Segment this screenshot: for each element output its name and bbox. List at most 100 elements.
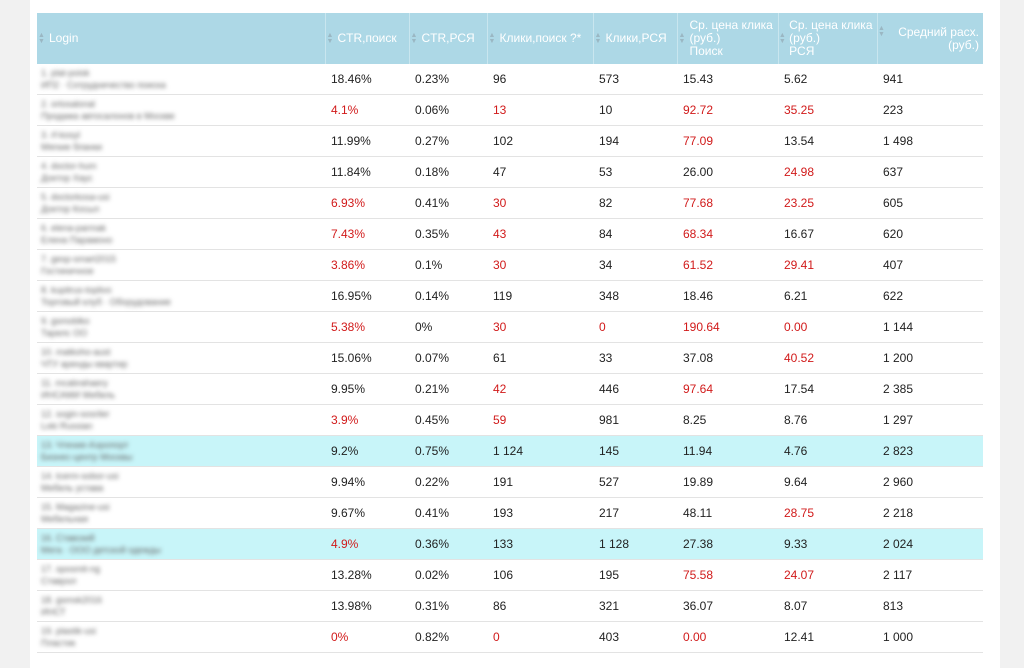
login-cell[interactable]: 6. elena-parmak Елена Парамоно bbox=[37, 218, 325, 250]
sort-icon[interactable]: ▲ ▼ bbox=[594, 31, 602, 45]
clicks-search-cell: 102 bbox=[487, 125, 593, 157]
table-row[interactable]: 5. doctorkosa-usi Доктор Косыл 6.93% 0.41% 3… bbox=[37, 187, 983, 219]
login-name: 9. gsmoblko bbox=[41, 316, 90, 326]
table-row[interactable]: 4. doctor-hum Доктор Хаус 11.84% 0.18% 47 53 2… bbox=[37, 156, 983, 188]
cpc-search-cell: 8.25 bbox=[677, 404, 778, 436]
login-cell[interactable]: 10. matkoho-aust ЧТУ аренды квартир bbox=[37, 342, 325, 374]
login-cell[interactable]: 8. kupitrus-toplivo Торговый клуб · Обору… bbox=[37, 280, 325, 312]
login-cell[interactable]: 12. sogin-sosriler Loki Russian bbox=[37, 404, 325, 436]
login-cell[interactable]: 1. plat-poisk ИП2 · Сотрудничество поиска bbox=[37, 64, 325, 95]
avg-spend-cell: 1 144 bbox=[877, 311, 983, 343]
login-description: Доктор Хаус bbox=[41, 173, 93, 183]
sort-icon[interactable]: ▲ ▼ bbox=[410, 31, 418, 45]
column-header-ctr-search[interactable]: ▲ ▼ CTR,поиск bbox=[325, 13, 410, 64]
sort-icon[interactable]: ▲ ▼ bbox=[878, 24, 885, 38]
login-description: Торговый клуб · Оборудование bbox=[41, 297, 171, 307]
clicks-rsya-cell: 1 128 bbox=[593, 528, 677, 560]
column-header-cpc-search[interactable]: ▲ ▼ Ср. цена клика (руб.) Поиск bbox=[677, 13, 779, 64]
avg-spend-cell: 407 bbox=[877, 249, 983, 281]
cpc-rsya-cell: 13.54 bbox=[778, 125, 877, 157]
column-header-login[interactable]: ▲ ▼ Login bbox=[37, 13, 326, 64]
login-cell[interactable]: 17. sposmit-ng Ставрол bbox=[37, 559, 325, 591]
table-row[interactable]: 14. tcerm-sobor-usi Мебель устава 9.94% 0.2… bbox=[37, 466, 983, 498]
column-header-ctr-rsya[interactable]: ▲ ▼ CTR,РСЯ bbox=[409, 13, 488, 64]
column-header-clicks-rsya[interactable]: ▲ ▼ Клики,РСЯ bbox=[593, 13, 678, 64]
login-cell[interactable]: 2. ortosalonal Продажа автосалонов в Моск… bbox=[37, 94, 325, 126]
ctr-rsya-cell: 0.82% bbox=[409, 621, 487, 653]
login-cell[interactable]: 18. gsmsk2016 ИНСТ bbox=[37, 590, 325, 622]
cpc-rsya-cell: 35.25 bbox=[778, 94, 877, 126]
table-row[interactable]: 8. kupitrus-toplivo Торговый клуб · Обору… bbox=[37, 280, 983, 312]
sort-icon[interactable]: ▲ ▼ bbox=[488, 31, 496, 45]
table-row[interactable]: 13. Чтение-Аэропорт Бизнес-центр Москвы 9.… bbox=[37, 435, 983, 467]
login-cell[interactable]: 4. doctor-hum Доктор Хаус bbox=[37, 156, 325, 188]
cpc-search-cell: 19.89 bbox=[677, 466, 778, 498]
sort-icon[interactable]: ▲ ▼ bbox=[678, 31, 686, 45]
table-row[interactable]: 16. Ставский Мега · ООО детской одежды 4.9… bbox=[37, 528, 983, 560]
clicks-rsya-cell: 348 bbox=[593, 280, 677, 312]
column-header-avg-spend[interactable]: ▲ ▼ Средний расх. (руб.) bbox=[877, 13, 983, 64]
table-row[interactable]: 10. matkoho-aust ЧТУ аренды квартир 15.06%… bbox=[37, 342, 983, 374]
ctr-rsya-cell: 0% bbox=[409, 311, 487, 343]
login-cell[interactable]: 19. plastik-usi Пластик bbox=[37, 621, 325, 653]
column-header-clicks-search[interactable]: ▲ ▼ Клики,поиск ?* bbox=[487, 13, 594, 64]
ctr-rsya-cell: 0.27% bbox=[409, 125, 487, 157]
login-cell[interactable]: 3. rf-kosyl Мягкие бланки bbox=[37, 125, 325, 157]
cpc-search-cell: 48.11 bbox=[677, 497, 778, 529]
ctr-search-cell: 9.95% bbox=[325, 373, 409, 405]
ctr-rsya-cell: 0.18% bbox=[409, 156, 487, 188]
login-description: Бизнес-центр Москвы bbox=[41, 452, 133, 462]
table-row[interactable]: 2. ortosalonal Продажа автосалонов в Моск… bbox=[37, 94, 983, 126]
login-cell[interactable]: 14. tcerm-sobor-usi Мебель устава bbox=[37, 466, 325, 498]
avg-spend-cell: 2 117 bbox=[877, 559, 983, 591]
cpc-rsya-cell: 0.00 bbox=[778, 311, 877, 343]
login-description: Тарелс ОО bbox=[41, 328, 88, 338]
sort-icon[interactable]: ▲ ▼ bbox=[38, 31, 45, 45]
table-row[interactable]: 6. elena-parmak Елена Парамоно 7.43% 0.35% 4… bbox=[37, 218, 983, 250]
login-cell[interactable]: 9. gsmoblko Тарелс ОО bbox=[37, 311, 325, 343]
header-line: Ср. цена клика bbox=[789, 18, 873, 32]
login-description: Мебель устава bbox=[41, 483, 104, 493]
cpc-rsya-cell: 8.07 bbox=[778, 590, 877, 622]
login-cell[interactable]: 16. Ставский Мега · ООО детской одежды bbox=[37, 528, 325, 560]
sort-icon[interactable]: ▲ ▼ bbox=[778, 31, 786, 45]
clicks-search-cell: 0 bbox=[487, 621, 593, 653]
cpc-rsya-cell: 5.62 bbox=[778, 64, 877, 95]
clicks-search-cell: 191 bbox=[487, 466, 593, 498]
login-cell[interactable]: 13. Чтение-Аэропорт Бизнес-центр Москвы bbox=[37, 435, 325, 467]
table-row[interactable]: 9. gsmoblko Тарелс ОО 5.38% 0% 30 0 190.64 0.00… bbox=[37, 311, 983, 343]
login-cell[interactable]: 5. doctorkosa-usi Доктор Косыл bbox=[37, 187, 325, 219]
sort-icon[interactable]: ▲ ▼ bbox=[326, 31, 334, 45]
login-cell[interactable]: 11. mcabrahaery ИНСАМИ Мебель bbox=[37, 373, 325, 405]
clicks-rsya-cell: 10 bbox=[593, 94, 677, 126]
table-row[interactable]: 3. rf-kosyl Мягкие бланки 11.99% 0.27% 102 19… bbox=[37, 125, 983, 157]
cpc-rsya-cell: 24.98 bbox=[778, 156, 877, 188]
ctr-rsya-cell: 0.31% bbox=[409, 590, 487, 622]
table-row[interactable]: 7. gesp-smart2015 Гостиничное 3.86% 0.1% 30 3… bbox=[37, 249, 983, 281]
cpc-rsya-cell: 6.21 bbox=[778, 280, 877, 312]
avg-spend-cell: 622 bbox=[877, 280, 983, 312]
table-row[interactable]: 1. plat-poisk ИП2 · Сотрудничество поиска… bbox=[37, 64, 983, 95]
column-header-cpc-rsya[interactable]: ▲ ▼ Ср. цена клика (руб.) РСЯ bbox=[778, 13, 878, 64]
login-cell[interactable]: 15. Magazine-usi Мебельная bbox=[37, 497, 325, 529]
login-name: 6. elena-parmak bbox=[41, 223, 107, 233]
login-name: 1. plat-poisk bbox=[41, 68, 90, 78]
login-name: 16. Ставский bbox=[41, 533, 95, 543]
table-row[interactable]: 11. mcabrahaery ИНСАМИ Мебель 9.95% 0.21% 42… bbox=[37, 373, 983, 405]
ctr-rsya-cell: 0.41% bbox=[409, 497, 487, 529]
header-line: (руб.) bbox=[789, 31, 821, 45]
avg-spend-cell: 1 000 bbox=[877, 621, 983, 653]
avg-spend-cell: 620 bbox=[877, 218, 983, 250]
header-line: Ср. цена клика bbox=[689, 18, 773, 32]
table-row[interactable]: 17. sposmit-ng Ставрол 13.28% 0.02% 106 195 75… bbox=[37, 559, 983, 591]
table-row[interactable]: 12. sogin-sosriler Loki Russian 3.9% 0.45% 5… bbox=[37, 404, 983, 436]
table-row[interactable]: 19. plastik-usi Пластик 0% 0.82% 0 403 0.00 12.… bbox=[37, 621, 983, 653]
clicks-search-cell: 43 bbox=[487, 218, 593, 250]
table-row[interactable]: 15. Magazine-usi Мебельная 9.67% 0.41% 193 21… bbox=[37, 497, 983, 529]
clicks-search-cell: 106 bbox=[487, 559, 593, 591]
table-row[interactable]: 18. gsmsk2016 ИНСТ 13.98% 0.31% 86 321 36.07 8.… bbox=[37, 590, 983, 622]
ctr-rsya-cell: 0.22% bbox=[409, 466, 487, 498]
ctr-search-cell: 16.95% bbox=[325, 280, 409, 312]
login-cell[interactable]: 7. gesp-smart2015 Гостиничное bbox=[37, 249, 325, 281]
cpc-rsya-cell: 12.41 bbox=[778, 621, 877, 653]
